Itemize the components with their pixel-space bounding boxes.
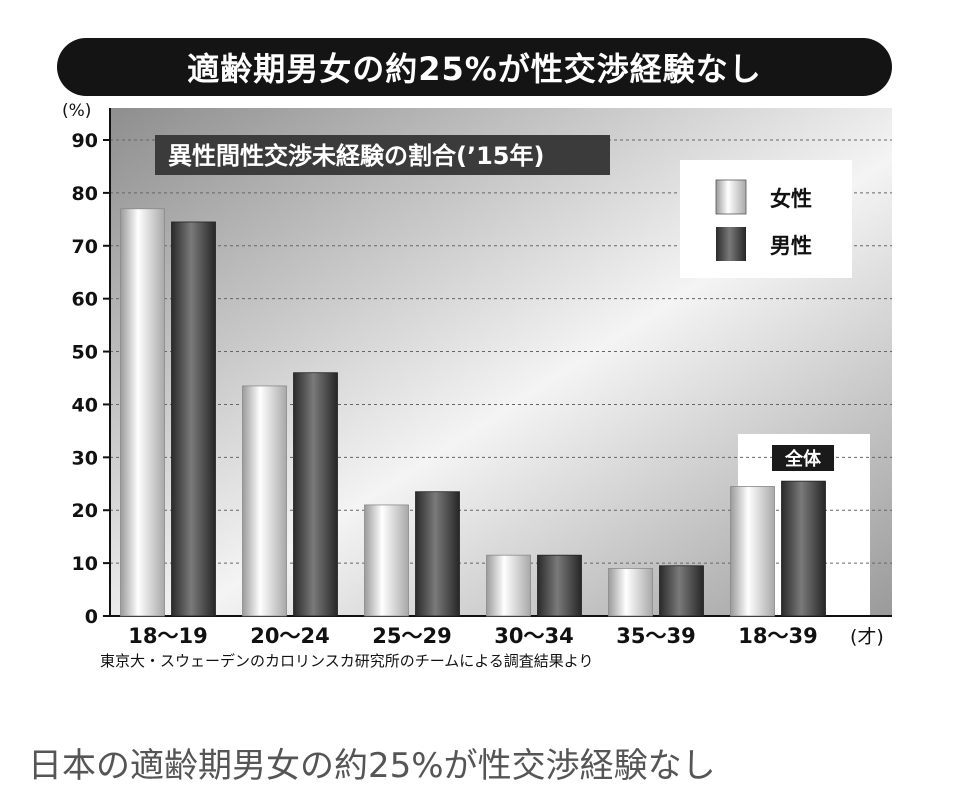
chart-title: 異性間性交渉未経験の割合(’15年) <box>168 142 544 170</box>
bars <box>120 208 826 617</box>
source-note: 東京大・スウェーデンのカロリンスカ研究所のチームによる調査結果より <box>100 652 594 670</box>
bar-male-5 <box>781 480 826 617</box>
x-tick-label: 18〜19 <box>128 624 207 648</box>
bar-chart: 0 10 20 30 40 50 60 70 80 90 (%) 異性間性交渉未経験の割合(’15… <box>62 101 892 670</box>
y-tick-label: 10 <box>72 553 98 575</box>
legend-box <box>680 160 852 278</box>
x-axis-unit: (才) <box>850 626 884 648</box>
x-tick-label: 35〜39 <box>616 624 695 648</box>
legend: 女性 男性 <box>680 160 852 278</box>
y-tick-label: 20 <box>72 500 98 522</box>
y-tick-label: 40 <box>72 394 98 416</box>
bar-male-2 <box>415 491 460 617</box>
y-tick-label: 80 <box>72 183 98 205</box>
bar-male-3 <box>537 554 582 617</box>
caption: 日本の適齢期男女の約25%が性交渉経験なし <box>28 746 716 786</box>
total-label-box <box>772 445 834 471</box>
bar-female-5 <box>730 486 775 617</box>
bar-female-2 <box>364 504 409 617</box>
y-tick-label: 90 <box>72 130 98 152</box>
legend-label-female: 女性 <box>770 187 812 211</box>
bar-female-0 <box>120 208 165 617</box>
y-tick-label: 60 <box>72 289 98 311</box>
y-axis-unit: (%) <box>62 101 91 121</box>
legend-swatch-female <box>715 179 747 215</box>
bar-female-4 <box>608 568 653 617</box>
x-tick-labels: 18〜19 20〜24 25〜29 30〜34 35〜39 18〜39 <box>128 624 817 648</box>
y-tick-label: 70 <box>72 236 98 258</box>
chart-title-box <box>155 135 610 175</box>
legend-swatch-male <box>716 227 746 261</box>
legend-label-male: 男性 <box>770 234 812 258</box>
bar-male-4 <box>659 565 704 617</box>
y-tick-label: 0 <box>85 606 98 628</box>
x-tick-label: 25〜29 <box>372 624 451 648</box>
x-tick-label: 18〜39 <box>738 624 817 648</box>
bar-female-1 <box>242 385 287 617</box>
total-label: 全体 <box>784 448 822 470</box>
y-tick-label: 50 <box>72 342 98 364</box>
bar-male-1 <box>293 372 338 617</box>
x-tick-label: 30〜34 <box>494 624 573 648</box>
x-tick-label: 20〜24 <box>250 624 329 648</box>
y-tick-labels: 0 10 20 30 40 50 60 70 80 90 <box>72 130 110 628</box>
banner-title: 適齢期男女の約25%が性交渉経験なし <box>57 38 892 96</box>
bar-male-0 <box>171 221 216 617</box>
bar-female-3 <box>486 554 531 617</box>
y-tick-label: 30 <box>72 447 98 469</box>
